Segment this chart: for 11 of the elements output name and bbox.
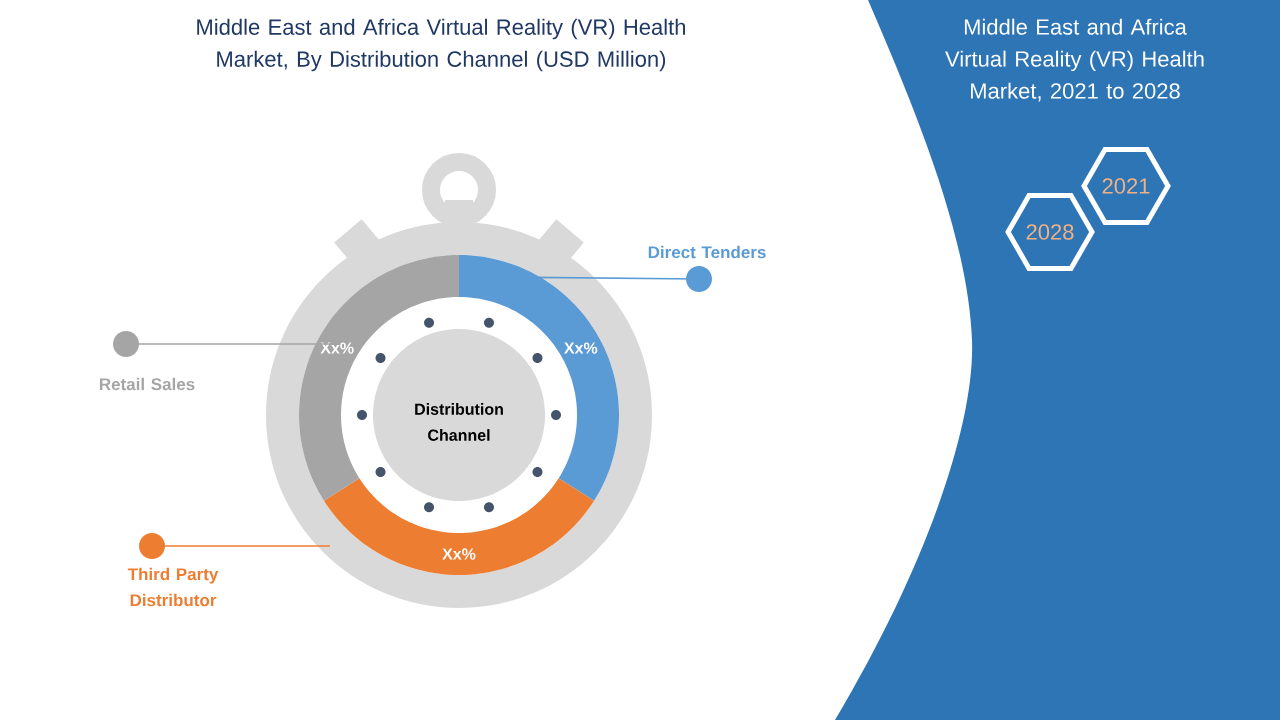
- text: Middle East and Africa Virtual Reality (VR) Health Market, 2021 to 2028: [945, 18, 1204, 102]
- text: 2028: [1026, 224, 1074, 240]
- data-label: Xx%: [442, 548, 476, 560]
- data-label: Xx%: [564, 342, 598, 354]
- slice-label: Direct Tenders: [648, 245, 766, 259]
- text: Distribution Channel: [415, 403, 503, 441]
- chart-title: Middle East and Africa Virtual Reality (VR) Health Market, By Distribution Channel (USD Million): [197, 18, 686, 72]
- legend-label: Third Party Distributor: [127, 567, 219, 607]
- data-label: Xx%: [320, 342, 354, 354]
- text: 2021: [1102, 178, 1150, 194]
- slice-label: Retail Sales: [99, 377, 195, 391]
